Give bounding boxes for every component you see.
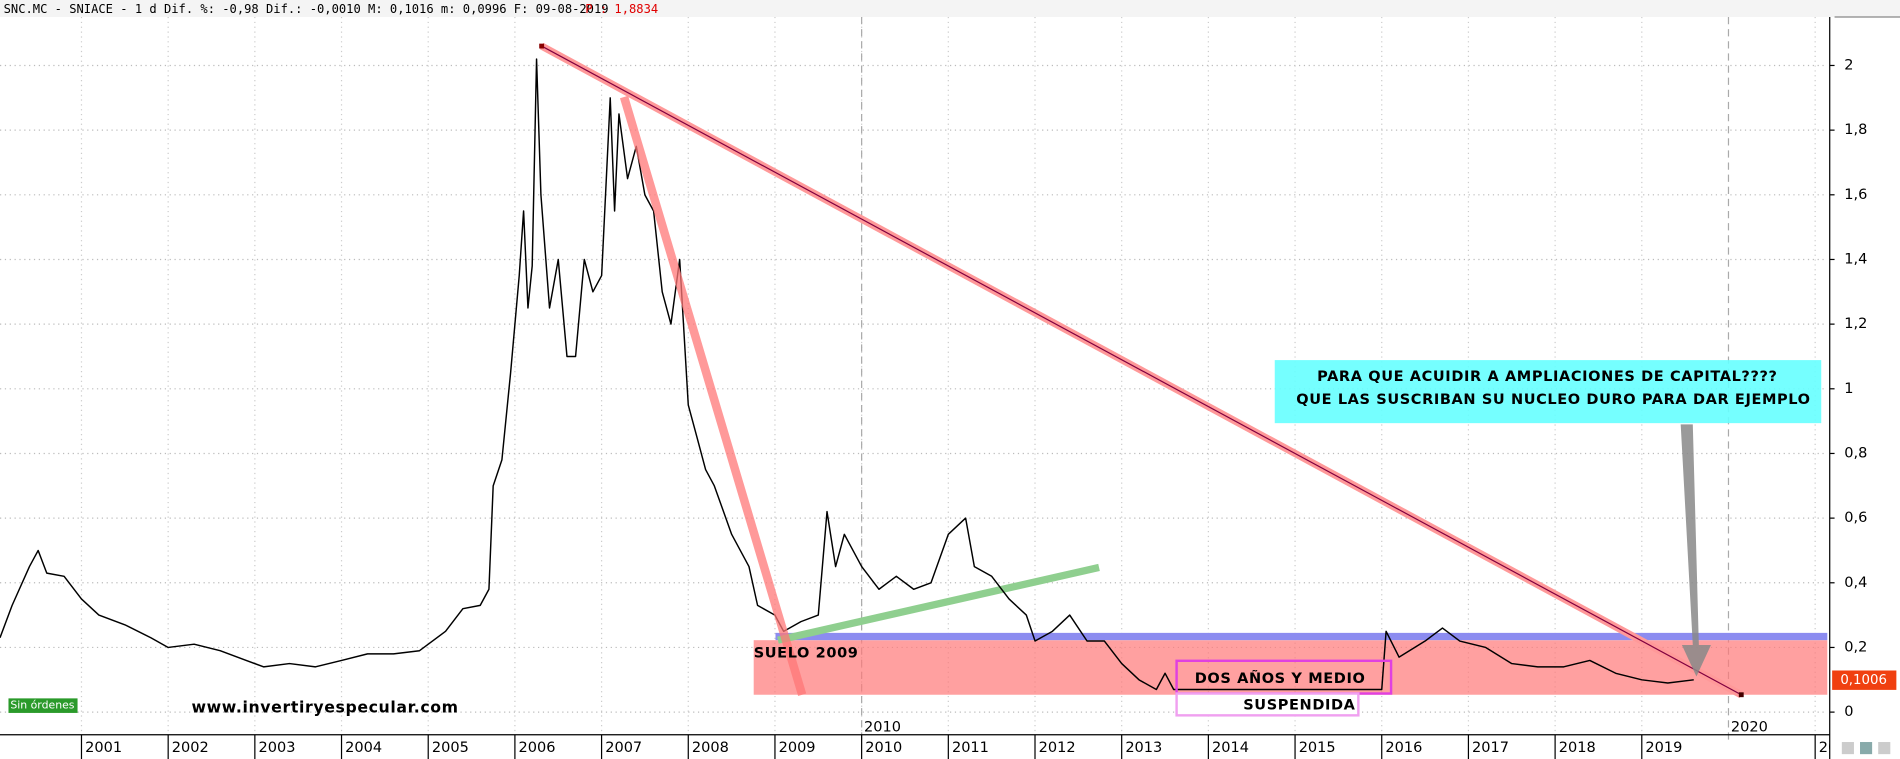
y-tick-label: 0,2	[1844, 639, 1867, 655]
status-box[interactable]	[8, 698, 78, 713]
header-price: P : 1,8834	[585, 2, 658, 16]
label-box	[1175, 692, 1360, 717]
x-tick-label: 2014	[1212, 740, 1249, 756]
watermark: www.invertiryespecular.com	[191, 698, 458, 717]
support-zone	[753, 640, 1828, 695]
y-tick-label: 1,4	[1844, 251, 1867, 267]
tool-icon[interactable]	[1841, 742, 1854, 755]
x-tick-label: 2006	[519, 740, 556, 756]
tool-icon[interactable]	[1878, 742, 1891, 755]
annotation: SUSPENDIDA	[1243, 698, 1355, 714]
x-labels: 2001 2002 2003 2004 2005 2006 2007 2008 2009 2010…	[80, 734, 1856, 759]
tool-icon[interactable]	[1860, 742, 1873, 755]
x-tick-label: 2002	[172, 740, 209, 756]
series	[0, 58, 1694, 691]
x-tick-label: 2009	[779, 740, 816, 756]
x-tick-label: 2012	[1039, 740, 1076, 756]
y-tick-label: 0	[1844, 704, 1853, 720]
x-tick-label: 2019	[1645, 740, 1682, 756]
long-downtrend-core	[541, 45, 1742, 696]
y-tick-label: 1,6	[1844, 187, 1867, 203]
x-tick-label: 2010	[865, 740, 902, 756]
header-bar	[0, 0, 1900, 17]
x-tick-label: 2005	[432, 740, 469, 756]
x-tick-label: 2008	[692, 740, 729, 756]
y-tick-label: 0,8	[1844, 445, 1867, 461]
status: Sin órdenes	[10, 699, 74, 712]
header: SNC.MC - SNIACE - 1 d Dif. %: -0,98 Dif.…	[4, 2, 609, 16]
uptrend-line	[777, 563, 1100, 644]
y-tick-label: 1,2	[1844, 316, 1867, 332]
y-tick-label: 2	[1844, 57, 1853, 73]
x-tick-label: 2018	[1559, 740, 1596, 756]
arrow	[1680, 424, 1711, 677]
x-tick-label: 2007	[605, 740, 642, 756]
downtrend-line	[619, 95, 807, 696]
x-tick-label: 2001	[85, 740, 122, 756]
x-tick-label: 2017	[1472, 740, 1509, 756]
decade-label: 2010	[864, 719, 901, 735]
annotation: DOS AÑOS Y MEDIO	[1195, 670, 1366, 687]
annotation: QUE LAS SUSCRIBAN SU NUCLEO DURO PARA DA…	[1296, 392, 1810, 408]
last-price-box	[1832, 670, 1897, 690]
x-tick-label: 2016	[1385, 740, 1422, 756]
note-box	[1274, 360, 1822, 424]
annotation: PARA QUE ACUIDIR A AMPLIACIONES DE CAPIT…	[1317, 369, 1777, 385]
trend-anchor	[539, 43, 545, 49]
x-tick-label: 2015	[1299, 740, 1336, 756]
x-tick-label: 2003	[258, 740, 295, 756]
x-tick-label: 2011	[952, 740, 989, 756]
trend-anchor	[1738, 692, 1744, 698]
x-tick-label: 2013	[1125, 740, 1162, 756]
y-tick-label: 0,4	[1844, 575, 1867, 591]
price-line	[0, 58, 1694, 691]
decade-label: 2020	[1731, 719, 1768, 735]
y-tick-label: 1	[1844, 381, 1853, 397]
y-tick-label: 0,6	[1844, 510, 1867, 526]
x-tick-label: 2004	[345, 740, 382, 756]
last-price: 0,1006	[1840, 673, 1887, 688]
y-tick-label: 1,8	[1844, 122, 1867, 138]
annotation: SUELO 2009	[754, 646, 859, 662]
x-tick-label: 2021	[1819, 740, 1856, 756]
